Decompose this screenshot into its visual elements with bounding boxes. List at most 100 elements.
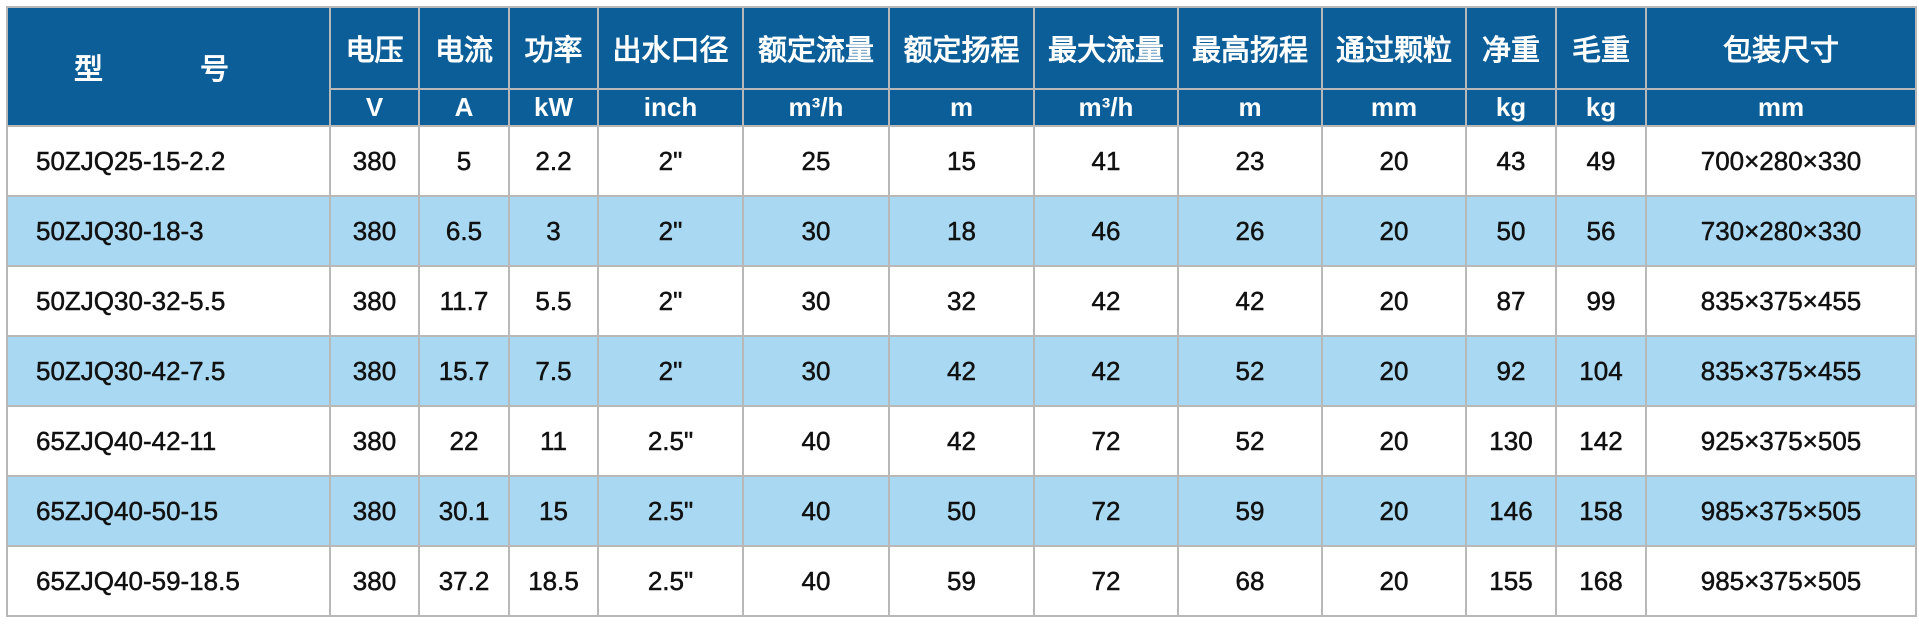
table-cell: 15.7: [418, 335, 510, 407]
table-cell: 6.5: [418, 195, 510, 267]
column-unit: kW: [508, 88, 599, 127]
column-unit: kg: [1555, 88, 1647, 127]
model-cell: 50ZJQ30-42-7.5: [6, 335, 331, 407]
table-cell: 25: [742, 125, 890, 197]
table-cell: 40: [742, 545, 890, 617]
table-cell: 42: [1033, 265, 1179, 337]
column-unit: m³/h: [742, 88, 890, 127]
model-cell: 65ZJQ40-50-15: [6, 475, 331, 547]
table-cell: 20: [1321, 405, 1467, 477]
table-cell: 40: [742, 475, 890, 547]
column-unit: mm: [1321, 88, 1467, 127]
column-header: 最大流量: [1033, 6, 1179, 90]
table-cell: 23: [1177, 125, 1323, 197]
column-header: 功率: [508, 6, 599, 90]
table-row: 50ZJQ25-15-2.2 380 5 2.2 2" 25 15 41 23 20 43 49 700…: [6, 125, 1917, 197]
table-row: 65ZJQ40-42-11 380 22 11 2.5" 40 42 72 52 20 130 142…: [6, 405, 1917, 477]
column-header: 出水口径: [597, 6, 744, 90]
table-cell: 2.5": [597, 545, 744, 617]
table-cell: 925×375×505: [1645, 405, 1917, 477]
table-cell: 20: [1321, 195, 1467, 267]
table-row: 50ZJQ30-42-7.5 380 15.7 7.5 2" 30 42 42 52 20 92 10…: [6, 335, 1917, 407]
table-cell: 380: [329, 545, 420, 617]
table-cell: 50: [1465, 195, 1557, 267]
table-cell: 142: [1555, 405, 1647, 477]
table-cell: 3: [508, 195, 599, 267]
table-cell: 50: [888, 475, 1035, 547]
column-header: 毛重: [1555, 6, 1647, 90]
column-unit: m: [1177, 88, 1323, 127]
model-cell: 50ZJQ25-15-2.2: [6, 125, 331, 197]
table-cell: 380: [329, 195, 420, 267]
table-cell: 11: [508, 405, 599, 477]
table-cell: 22: [418, 405, 510, 477]
table-cell: 32: [888, 265, 1035, 337]
table-cell: 380: [329, 125, 420, 197]
table-cell: 11.7: [418, 265, 510, 337]
column-unit: A: [418, 88, 510, 127]
table-cell: 87: [1465, 265, 1557, 337]
column-unit: mm: [1645, 88, 1917, 127]
column-unit: V: [329, 88, 420, 127]
table-cell: 2": [597, 195, 744, 267]
column-header: 额定扬程: [888, 6, 1035, 90]
table-cell: 380: [329, 335, 420, 407]
table-cell: 42: [888, 405, 1035, 477]
table-cell: 43: [1465, 125, 1557, 197]
table-cell: 20: [1321, 545, 1467, 617]
column-header: 电压: [329, 6, 420, 90]
table-cell: 20: [1321, 475, 1467, 547]
table-cell: 49: [1555, 125, 1647, 197]
model-cell: 65ZJQ40-42-11: [6, 405, 331, 477]
column-unit: kg: [1465, 88, 1557, 127]
table-cell: 15: [888, 125, 1035, 197]
header-model: 型 号: [6, 6, 331, 127]
table-cell: 30.1: [418, 475, 510, 547]
table-cell: 40: [742, 405, 890, 477]
table-cell: 5.5: [508, 265, 599, 337]
table-cell: 18: [888, 195, 1035, 267]
table-cell: 46: [1033, 195, 1179, 267]
table-cell: 2.5": [597, 475, 744, 547]
column-header: 通过颗粒: [1321, 6, 1467, 90]
table-cell: 30: [742, 195, 890, 267]
column-unit: inch: [597, 88, 744, 127]
table-cell: 52: [1177, 335, 1323, 407]
table-cell: 380: [329, 405, 420, 477]
table-cell: 37.2: [418, 545, 510, 617]
table-cell: 42: [888, 335, 1035, 407]
column-header: 电流: [418, 6, 510, 90]
table-row: 65ZJQ40-50-15 380 30.1 15 2.5" 40 50 72 59 20 146 1…: [6, 475, 1917, 547]
table-cell: 68: [1177, 545, 1323, 617]
table-cell: 42: [1177, 265, 1323, 337]
table-cell: 2": [597, 265, 744, 337]
header-row: 型 号 电压 电流 功率 出水口径 额定流量 额定扬程 最大流量 最高扬程 通过颗粒 净重 毛重 包装…: [6, 6, 1917, 127]
table-cell: 130: [1465, 405, 1557, 477]
table-cell: 99: [1555, 265, 1647, 337]
table-cell: 835×375×455: [1645, 335, 1917, 407]
table-cell: 380: [329, 475, 420, 547]
table-cell: 146: [1465, 475, 1557, 547]
table-cell: 72: [1033, 475, 1179, 547]
table-cell: 985×375×505: [1645, 475, 1917, 547]
table-cell: 59: [888, 545, 1035, 617]
pump-spec-table: 型 号 电压 电流 功率 出水口径 额定流量 额定扬程 最大流量 最高扬程 通过颗粒 净重 毛重 包装…: [6, 6, 1917, 617]
table-cell: 835×375×455: [1645, 265, 1917, 337]
table-cell: 92: [1465, 335, 1557, 407]
table-cell: 20: [1321, 265, 1467, 337]
table-row: 50ZJQ30-18-3 380 6.5 3 2" 30 18 46 26 20 50 56 730×2…: [6, 195, 1917, 267]
table-body: 50ZJQ25-15-2.2 380 5 2.2 2" 25 15 41 23 20 43 49 700…: [6, 125, 1917, 617]
table-cell: 155: [1465, 545, 1557, 617]
table-cell: 158: [1555, 475, 1647, 547]
column-header: 包装尺寸: [1645, 6, 1917, 90]
table-cell: 52: [1177, 405, 1323, 477]
column-header: 额定流量: [742, 6, 890, 90]
table-cell: 42: [1033, 335, 1179, 407]
column-unit: m: [888, 88, 1035, 127]
model-cell: 65ZJQ40-59-18.5: [6, 545, 331, 617]
table-cell: 56: [1555, 195, 1647, 267]
table-cell: 30: [742, 265, 890, 337]
table-cell: 730×280×330: [1645, 195, 1917, 267]
model-cell: 50ZJQ30-32-5.5: [6, 265, 331, 337]
